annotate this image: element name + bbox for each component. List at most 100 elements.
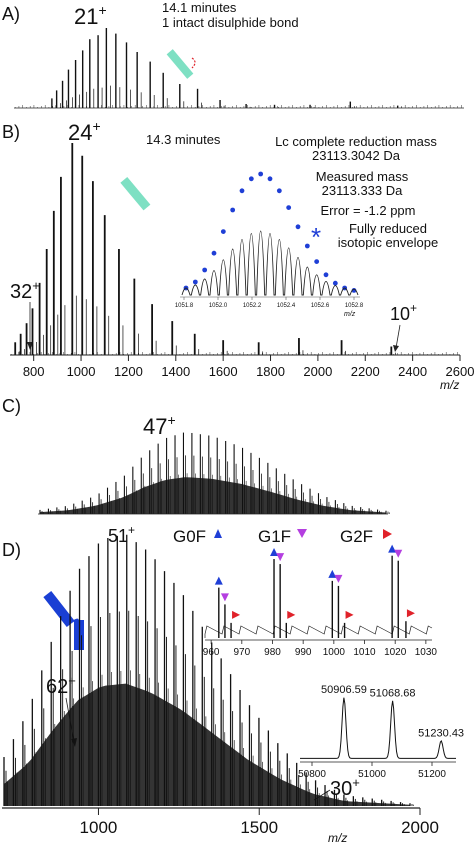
panel-c-label: C) xyxy=(2,396,21,416)
panel-d-deconvoluted-trace xyxy=(300,697,456,759)
panel-d-label: D) xyxy=(2,540,21,560)
panel-b-charge-24: 24+ xyxy=(68,118,101,145)
panel-a-spectrum xyxy=(14,28,462,108)
panel-b-charge-10-number: 10 xyxy=(390,304,410,324)
legend-g2f-label: G2F xyxy=(340,527,373,546)
panel-d-inset-top-tick-label: 1020 xyxy=(384,647,407,658)
panel-d-inset-bottom-tick-label: 50800 xyxy=(298,769,326,780)
panel-b-x-tick-label: 2000 xyxy=(303,364,332,379)
panel-d-x-tick-label: 1500 xyxy=(240,818,278,837)
legend-g1f-label: G1F xyxy=(258,527,291,546)
g1f-marker-icon xyxy=(334,574,343,583)
g0f-marker-icon xyxy=(388,544,397,553)
panel-d-charge-30-number: 30 xyxy=(330,778,352,800)
panel-a-annotation-disulphide: 1 intact disulphide bond xyxy=(162,15,299,30)
panel-d-mass-label: 51068.68 xyxy=(370,687,416,699)
panel-d-inset-top-tick-label: 980 xyxy=(264,647,281,658)
panel-b-x-tick-label: 2400 xyxy=(398,364,427,379)
panel-b-error-text: Error = -1.2 ppm xyxy=(320,203,415,218)
panel-a-charge-number: 21 xyxy=(74,4,98,29)
panel-c-charge-number: 47 xyxy=(143,414,167,439)
g1f-marker-icon xyxy=(220,593,229,602)
panel-b-isotope-marker xyxy=(323,272,329,278)
g0f-marker-icon xyxy=(214,576,223,585)
legend-g0f-triangle-up-icon xyxy=(214,529,222,538)
legend-g0f-label: G0F xyxy=(173,527,206,546)
panel-b-isotope-marker xyxy=(220,229,226,235)
panel-b-measured-mass-value: 23113.333 Da xyxy=(322,183,403,198)
panel-b-reduction-mass-title: Lc complete reduction mass xyxy=(275,134,437,149)
panel-b-isotope-marker xyxy=(192,279,198,285)
panel-b-isotope-marker xyxy=(304,243,310,249)
panel-b-charge-32: 32+ xyxy=(10,278,40,303)
panel-d-deconvoluted-inset: 50906.59 51068.68 51230.43 xyxy=(300,684,464,759)
panel-d-charge-51: 51+ xyxy=(108,523,135,546)
g2f-marker-icon xyxy=(345,610,354,619)
panel-b-charge-24-number: 24 xyxy=(68,120,92,145)
panel-d-envelope-fill xyxy=(4,683,410,806)
panel-d-inset-top-tick-label: 960 xyxy=(203,647,220,658)
panel-b-isotope-marker xyxy=(276,188,282,194)
panel-b-inset-tick-label: 1052.0 xyxy=(209,303,228,309)
panel-d-inset-top-tick-label: 1030 xyxy=(415,647,438,658)
panel-b-charge-10-arrowhead xyxy=(393,345,399,352)
panel-d-charge-30-sign: + xyxy=(352,775,360,790)
panel-b-x-tick-label: 1000 xyxy=(67,364,96,379)
panel-b-isotopic-envelope-label: isotopic envelope xyxy=(338,235,438,250)
g2f-marker-icon xyxy=(232,610,241,619)
panel-b-charge-32-sign: + xyxy=(32,278,40,293)
panel-d-charge-62-number: 62 xyxy=(46,676,68,698)
panel-b-inset-tick-label: 1051.8 xyxy=(175,303,194,309)
panel-d-charge-51-number: 51 xyxy=(108,526,128,546)
panel-c-envelope-fill xyxy=(40,477,386,514)
panel-c: C) 47+ xyxy=(2,396,390,515)
panel-d-charge-51-sign: + xyxy=(128,523,135,537)
panel-b-charge-32-arrowhead xyxy=(27,342,33,350)
panel-d: D) 51+ 62+ 30+ G0F G1F G2F 100015002000 … xyxy=(2,523,464,845)
legend-g2f-triangle-right-icon xyxy=(383,529,392,539)
g0f-marker-icon xyxy=(328,569,337,578)
panel-c-charge-sign: + xyxy=(167,412,175,428)
panel-b-isotope-marker xyxy=(314,259,320,264)
panel-d-linker-icon xyxy=(71,618,79,623)
panel-d-charge-state-inset xyxy=(204,544,433,638)
panel-d-x-tick-label: 2000 xyxy=(401,818,439,837)
panel-b-x-tick-label: 2200 xyxy=(351,364,380,379)
panel-b-charge-10-arrow xyxy=(395,324,401,349)
panel-b-charge-10-sign: + xyxy=(410,301,417,315)
panel-d-heavy-chain-icon xyxy=(43,590,75,628)
panel-b-isotope-trace xyxy=(181,230,359,296)
panel-d-inset-top-tick-label: 1010 xyxy=(353,647,376,658)
panel-b-charge-10: 10+ xyxy=(390,301,417,324)
panel-d-x-ticks: 1000 1500 2000 xyxy=(80,808,439,837)
panel-b-x-axis-label: m/z xyxy=(440,378,459,392)
panel-d-spectrum xyxy=(3,534,414,806)
panel-b-fully-reduced-label: Fully reduced xyxy=(349,221,427,236)
panel-b-isotope-marker xyxy=(332,280,338,286)
panel-b-measured-mass-title: Measured mass xyxy=(316,169,409,184)
panel-d-inset-bottom-tick-label: 51200 xyxy=(418,769,446,780)
panel-b-isotope-marker xyxy=(211,250,217,256)
panel-d-x-axis-label: m/z xyxy=(328,831,347,845)
g0f-marker-icon xyxy=(270,548,279,557)
panel-a-light-chain-icon xyxy=(166,49,194,79)
panel-b-charge-32-number: 32 xyxy=(10,281,32,303)
panel-b-x-tick-label: 1800 xyxy=(256,364,285,379)
panel-a-charge-label: 21+ xyxy=(74,2,107,29)
panel-b-light-chain-icon xyxy=(120,176,151,211)
panel-b: B) 24+ 32+ 10+ 14.3 minutes Lc complete … xyxy=(2,118,474,392)
panel-d-inset-top-tick-label: 970 xyxy=(233,647,250,658)
panel-d-inset-top-tick-label: 1000 xyxy=(323,647,346,658)
panel-b-x-tick-label: 1600 xyxy=(209,364,238,379)
panel-d-inset-top-tick-label: 990 xyxy=(295,647,312,658)
panel-d-x-tick-label: 1000 xyxy=(80,818,118,837)
panel-c-charge-label: 47+ xyxy=(143,412,176,439)
panel-b-x-tick-label: 2600 xyxy=(446,364,474,379)
panel-d-charge-30: 30+ xyxy=(330,775,360,800)
panel-b-isotope-marker xyxy=(230,207,236,213)
g2f-marker-icon xyxy=(406,609,415,618)
panel-a-charge-sign: + xyxy=(98,2,106,18)
panel-b-inset-ticks: 1051.8 1052.0 1052.2 1052.4 1052.6 1052.8 xyxy=(175,297,364,309)
panel-b-isotope-marker xyxy=(267,176,273,182)
panel-b-inset-tick-label: 1052.6 xyxy=(311,303,330,309)
